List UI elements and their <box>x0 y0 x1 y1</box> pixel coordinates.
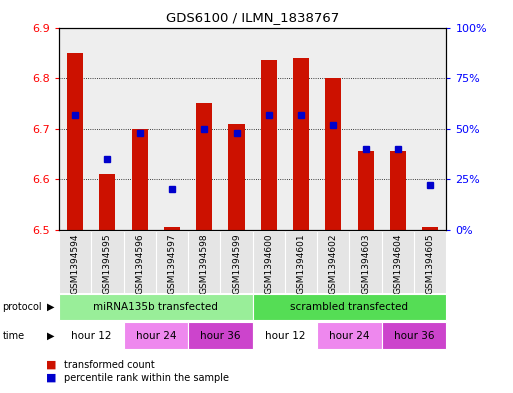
Title: GDS6100 / ILMN_1838767: GDS6100 / ILMN_1838767 <box>166 11 339 24</box>
Text: scrambled transfected: scrambled transfected <box>290 302 408 312</box>
Bar <box>325 78 342 230</box>
Bar <box>188 322 252 349</box>
Text: GSM1394601: GSM1394601 <box>297 233 306 294</box>
Text: hour 12: hour 12 <box>265 331 305 341</box>
Bar <box>252 294 446 320</box>
Text: GSM1394594: GSM1394594 <box>71 233 80 294</box>
Text: ■: ■ <box>46 373 56 383</box>
Text: hour 12: hour 12 <box>71 331 111 341</box>
Bar <box>188 232 221 293</box>
Bar <box>59 294 252 320</box>
Text: GSM1394599: GSM1394599 <box>232 233 241 294</box>
Text: percentile rank within the sample: percentile rank within the sample <box>64 373 229 383</box>
Bar <box>382 322 446 349</box>
Text: GSM1394604: GSM1394604 <box>393 233 402 294</box>
Bar <box>164 228 180 230</box>
Text: miRNA135b transfected: miRNA135b transfected <box>93 302 218 312</box>
Text: transformed count: transformed count <box>64 360 155 370</box>
Bar <box>293 58 309 230</box>
Bar <box>285 232 317 293</box>
Bar <box>349 232 382 293</box>
Bar <box>317 322 382 349</box>
Bar <box>261 61 277 230</box>
Text: ▶: ▶ <box>47 331 55 341</box>
Bar <box>252 232 285 293</box>
Bar <box>382 232 414 293</box>
Bar <box>59 232 91 293</box>
Bar <box>390 151 406 230</box>
Text: hour 24: hour 24 <box>329 331 370 341</box>
Text: GSM1394602: GSM1394602 <box>329 233 338 294</box>
Text: GSM1394605: GSM1394605 <box>426 233 435 294</box>
Text: GSM1394598: GSM1394598 <box>200 233 209 294</box>
Text: protocol: protocol <box>3 302 42 312</box>
Text: GSM1394596: GSM1394596 <box>135 233 144 294</box>
Bar <box>228 124 245 230</box>
Text: hour 36: hour 36 <box>394 331 435 341</box>
Bar <box>422 228 438 230</box>
Bar <box>124 232 156 293</box>
Text: ▶: ▶ <box>47 302 55 312</box>
Bar <box>132 129 148 230</box>
Text: GSM1394600: GSM1394600 <box>264 233 273 294</box>
Bar <box>196 103 212 230</box>
Text: GSM1394603: GSM1394603 <box>361 233 370 294</box>
Text: time: time <box>3 331 25 341</box>
Bar <box>124 322 188 349</box>
Bar <box>91 232 124 293</box>
Bar <box>59 322 124 349</box>
Bar <box>221 232 252 293</box>
Text: GSM1394597: GSM1394597 <box>167 233 176 294</box>
Bar <box>358 151 373 230</box>
Bar <box>67 53 83 230</box>
Text: hour 24: hour 24 <box>135 331 176 341</box>
Bar <box>414 232 446 293</box>
Text: hour 36: hour 36 <box>200 331 241 341</box>
Bar <box>100 174 115 230</box>
Text: ■: ■ <box>46 360 56 370</box>
Bar <box>252 322 317 349</box>
Bar <box>156 232 188 293</box>
Text: GSM1394595: GSM1394595 <box>103 233 112 294</box>
Bar <box>317 232 349 293</box>
